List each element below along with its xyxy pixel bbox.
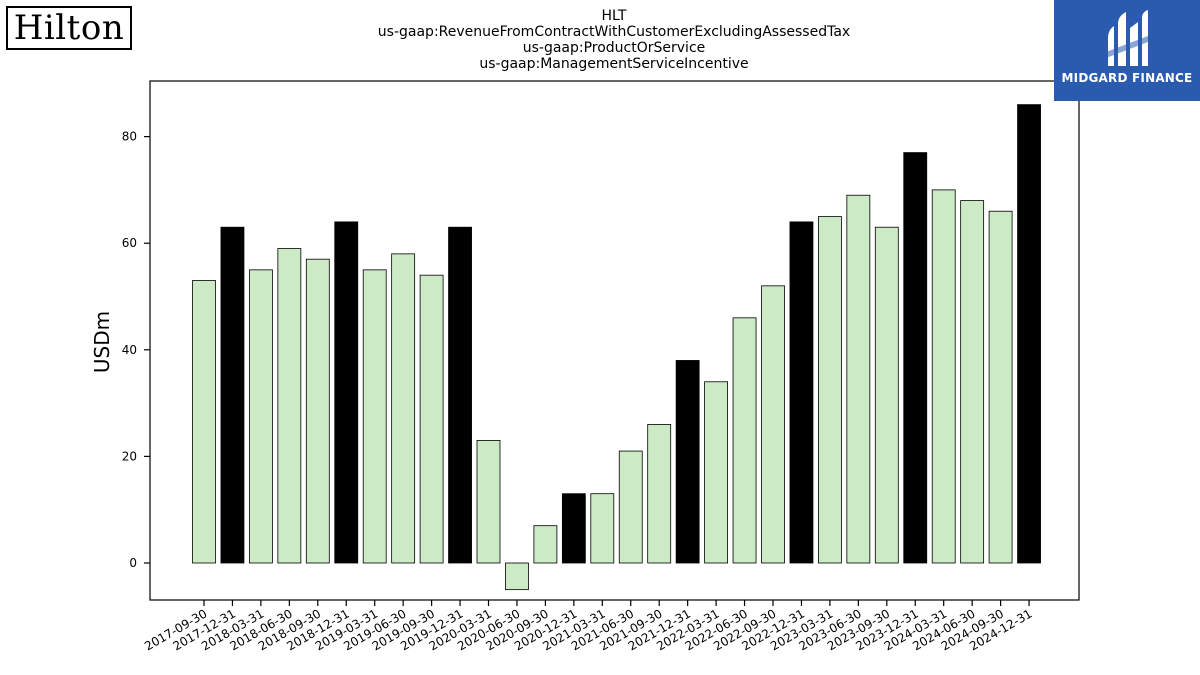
bar bbox=[305, 258, 330, 564]
bar bbox=[334, 221, 359, 564]
bar bbox=[391, 253, 416, 564]
chart-title-line: HLT bbox=[602, 8, 627, 24]
plot-area bbox=[149, 80, 1080, 601]
bar bbox=[192, 280, 216, 564]
bar bbox=[818, 216, 842, 564]
midgard-logo-text: MIDGARD FINANCE bbox=[1061, 71, 1193, 85]
y-tick-label: 40 bbox=[122, 343, 137, 357]
bar bbox=[505, 562, 529, 591]
bar bbox=[419, 274, 444, 564]
chart-title: HLTus-gaap:RevenueFromContractWithCustom… bbox=[378, 8, 850, 72]
x-axis: 2017-09-302017-12-312018-03-312018-06-30… bbox=[142, 600, 1035, 653]
hilton-logo: Hilton bbox=[6, 6, 132, 50]
bar bbox=[533, 525, 558, 564]
bar bbox=[277, 248, 302, 564]
bar bbox=[931, 189, 956, 564]
bar bbox=[789, 221, 814, 564]
y-tick-label: 60 bbox=[122, 236, 137, 250]
bar bbox=[903, 152, 928, 564]
bar bbox=[675, 360, 700, 564]
bar bbox=[874, 226, 899, 564]
bar bbox=[248, 269, 273, 564]
y-tick-label: 0 bbox=[129, 556, 137, 570]
bar bbox=[704, 381, 728, 564]
bar bbox=[960, 200, 985, 564]
bar bbox=[846, 194, 871, 564]
bar bbox=[618, 450, 643, 564]
bar bbox=[1017, 104, 1041, 564]
bar bbox=[220, 226, 245, 564]
bar bbox=[988, 210, 1013, 564]
bar bbox=[590, 493, 615, 564]
bar bbox=[561, 493, 586, 564]
bar bbox=[448, 226, 472, 564]
bar bbox=[362, 269, 387, 564]
midgard-mark-icon bbox=[1106, 10, 1148, 66]
chart-title-line: us-gaap:RevenueFromContractWithCustomerE… bbox=[378, 24, 850, 40]
chart-title-line: us-gaap:ManagementServiceIncentive bbox=[479, 56, 748, 72]
y-tick-label: 80 bbox=[122, 130, 137, 144]
y-axis-label: USDm bbox=[90, 311, 114, 373]
bars bbox=[192, 104, 1041, 591]
hilton-logo-text: Hilton bbox=[13, 8, 125, 48]
bar bbox=[647, 424, 672, 564]
midgard-finance-logo: MIDGARD FINANCE bbox=[1054, 0, 1200, 101]
bar bbox=[732, 317, 757, 564]
chart-title-line: us-gaap:ProductOrService bbox=[523, 40, 706, 56]
y-tick-label: 20 bbox=[122, 449, 137, 463]
bar bbox=[761, 285, 785, 564]
bar bbox=[476, 440, 501, 564]
y-axis: 0 20 40 60 80 bbox=[122, 130, 150, 570]
